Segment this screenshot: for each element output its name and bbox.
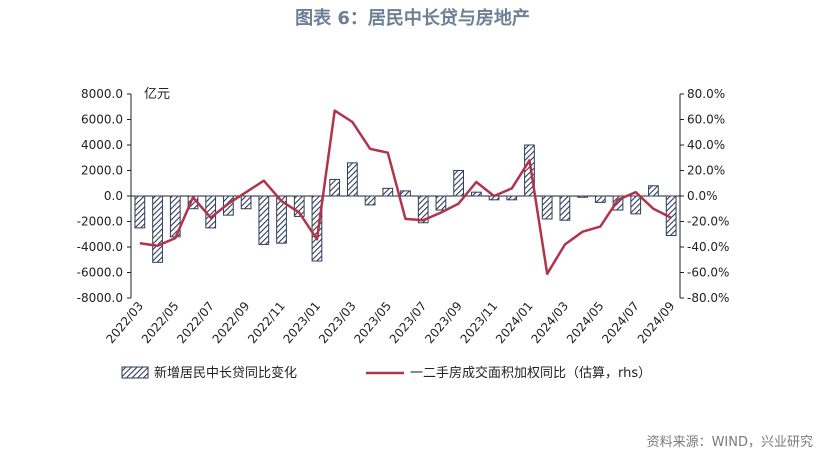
legend-bar-label: 新增居民中长贷同比变化: [154, 365, 297, 381]
left-tick-label: 4000.0: [81, 138, 123, 152]
bar: [364, 195, 376, 206]
left-tick-label: -6000.0: [77, 266, 123, 280]
legend-line-label: 一二手房成交面积加权同比（估算，rhs）: [410, 365, 651, 381]
bar: [400, 190, 411, 197]
bar: [541, 195, 553, 220]
right-tick-label: 40.0%: [687, 138, 725, 152]
bar: [223, 195, 234, 216]
left-tick-label: -4000.0: [77, 240, 123, 254]
bar: [559, 195, 571, 221]
left-tick-label: 8000.0: [81, 87, 123, 101]
left-tick-label: -2000.0: [77, 215, 123, 229]
right-tick-label: 80.0%: [687, 87, 725, 101]
right-tick-label: -20.0%: [687, 215, 729, 229]
left-tick-label: 0.0: [104, 189, 123, 203]
legend-bar-swatch: [121, 366, 149, 379]
left-tick-label: 6000.0: [81, 113, 123, 127]
left-axis-unit: 亿元: [144, 87, 170, 102]
chart-title: 图表 6：居民中长贷与房地产: [295, 8, 530, 29]
source-note: 资料来源：WIND，兴业研究: [646, 435, 813, 450]
right-tick-label: -40.0%: [687, 240, 729, 254]
bar: [417, 195, 429, 224]
right-tick-label: -80.0%: [687, 291, 729, 305]
bar: [524, 144, 535, 197]
x-tick-label: 2024/09: [635, 299, 678, 346]
bar: [435, 195, 447, 211]
bar: [347, 162, 358, 197]
bar: [311, 195, 323, 262]
bar: [258, 195, 270, 245]
left-tick-label: -8000.0: [77, 291, 123, 305]
bar: [134, 195, 146, 229]
bar: [453, 170, 464, 197]
bar: [382, 187, 394, 197]
bar: [612, 195, 624, 211]
line-series: [139, 109, 672, 276]
bar: [470, 191, 482, 197]
right-tick-label: 20.0%: [687, 164, 725, 178]
bar: [329, 178, 341, 197]
bar: [594, 195, 606, 203]
bar: [276, 195, 287, 244]
bar: [577, 195, 588, 198]
left-tick-label: 2000.0: [81, 164, 123, 178]
right-tick-label: 0.0%: [687, 189, 718, 203]
bar: [648, 185, 659, 197]
bar: [152, 195, 163, 263]
bar: [630, 195, 642, 215]
bar: [293, 195, 305, 217]
right-tick-label: 60.0%: [687, 113, 725, 127]
bar: [506, 195, 518, 201]
bar: [240, 195, 252, 210]
right-tick-label: -60.0%: [687, 266, 729, 280]
